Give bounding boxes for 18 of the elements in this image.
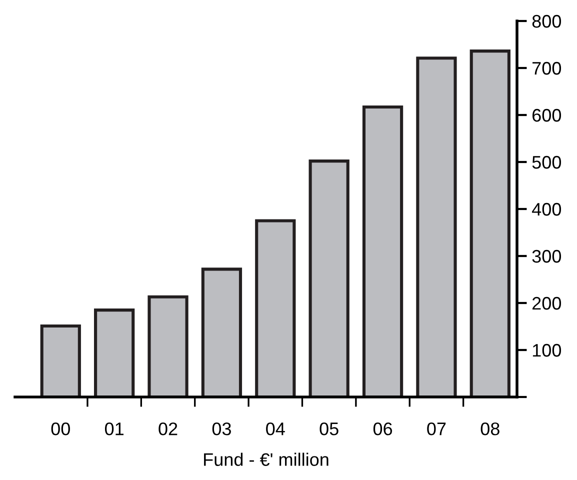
x-tick-label: 08 bbox=[480, 422, 500, 436]
y-tick-label: 300 bbox=[532, 250, 561, 263]
x-tick-label: 00 bbox=[51, 422, 70, 436]
x-tick-label: 02 bbox=[158, 422, 178, 436]
x-tick-label: 03 bbox=[212, 422, 231, 436]
x-tick-label: 01 bbox=[104, 422, 124, 436]
x-tick-label: 07 bbox=[427, 422, 446, 436]
x-tick-label: 06 bbox=[373, 422, 392, 436]
y-tick-label: 800 bbox=[532, 14, 561, 28]
y-tick-label: 500 bbox=[532, 156, 561, 169]
x-axis-title: Fund - €' million bbox=[204, 452, 328, 466]
y-tick-label: 600 bbox=[532, 108, 561, 122]
y-tick-label: 100 bbox=[532, 344, 561, 357]
y-tick-label: 700 bbox=[532, 62, 561, 75]
x-tick-label: 04 bbox=[266, 422, 285, 436]
y-tick-label: 400 bbox=[532, 202, 561, 216]
y-tick-label: 200 bbox=[532, 296, 561, 310]
x-tick-label: 05 bbox=[320, 422, 338, 436]
